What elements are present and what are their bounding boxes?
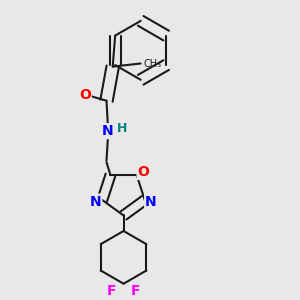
Text: O: O: [79, 88, 91, 101]
Text: N: N: [145, 195, 157, 208]
Text: F: F: [130, 284, 140, 298]
Text: F: F: [107, 284, 116, 298]
Text: H: H: [117, 122, 127, 134]
Text: N: N: [102, 124, 114, 138]
Text: CH₃: CH₃: [143, 58, 161, 68]
Text: N: N: [90, 195, 101, 208]
Text: O: O: [138, 165, 149, 179]
